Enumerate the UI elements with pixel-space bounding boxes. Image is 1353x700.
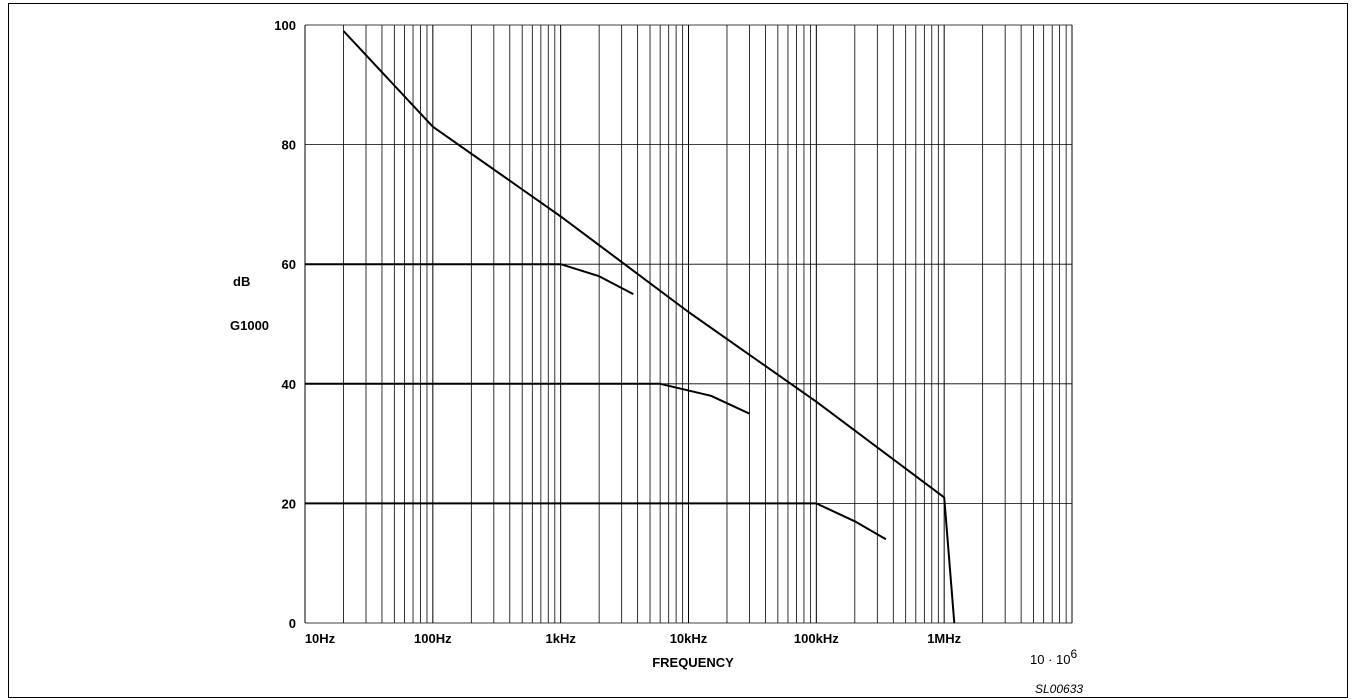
series-line-2: [305, 263, 634, 295]
figure-frame: [8, 3, 1348, 698]
x-tick-label: 1kHz: [545, 631, 576, 646]
y-tick-labels: 0 20 40 60 80 100: [274, 18, 296, 631]
x-extra-label-base: 10 · 10: [1030, 652, 1070, 667]
y-tick-label: 80: [282, 138, 296, 153]
series-line-3: [305, 382, 750, 415]
y-axis-label-secondary: G1000: [230, 318, 269, 333]
x-axis-label: FREQUENCY: [652, 655, 734, 670]
x-tick-label: 10kHz: [670, 631, 708, 646]
x-extra-label-sup: 6: [1070, 647, 1077, 661]
grid: [304, 24, 1073, 624]
series-line-1: [342, 30, 956, 624]
x-tick-label: 10Hz: [305, 631, 336, 646]
series-line-4: [305, 502, 887, 541]
y-tick-label: 20: [282, 496, 296, 511]
y-tick-label: 60: [282, 257, 296, 272]
x-tick-label: 100Hz: [414, 631, 452, 646]
y-tick-label: 40: [282, 377, 296, 392]
y-axis-label: dB: [233, 274, 250, 289]
series-group: [305, 30, 956, 624]
x-tick-label: 100kHz: [794, 631, 839, 646]
y-tick-label: 100: [274, 18, 296, 33]
x-extra-label: 10 · 106: [1030, 647, 1077, 667]
figure-code: SL00633: [1035, 682, 1083, 696]
x-tick-labels: 10Hz 100Hz 1kHz 10kHz 100kHz 1MHz: [305, 631, 962, 646]
y-tick-label: 0: [289, 616, 296, 631]
x-tick-label: 1MHz: [927, 631, 961, 646]
